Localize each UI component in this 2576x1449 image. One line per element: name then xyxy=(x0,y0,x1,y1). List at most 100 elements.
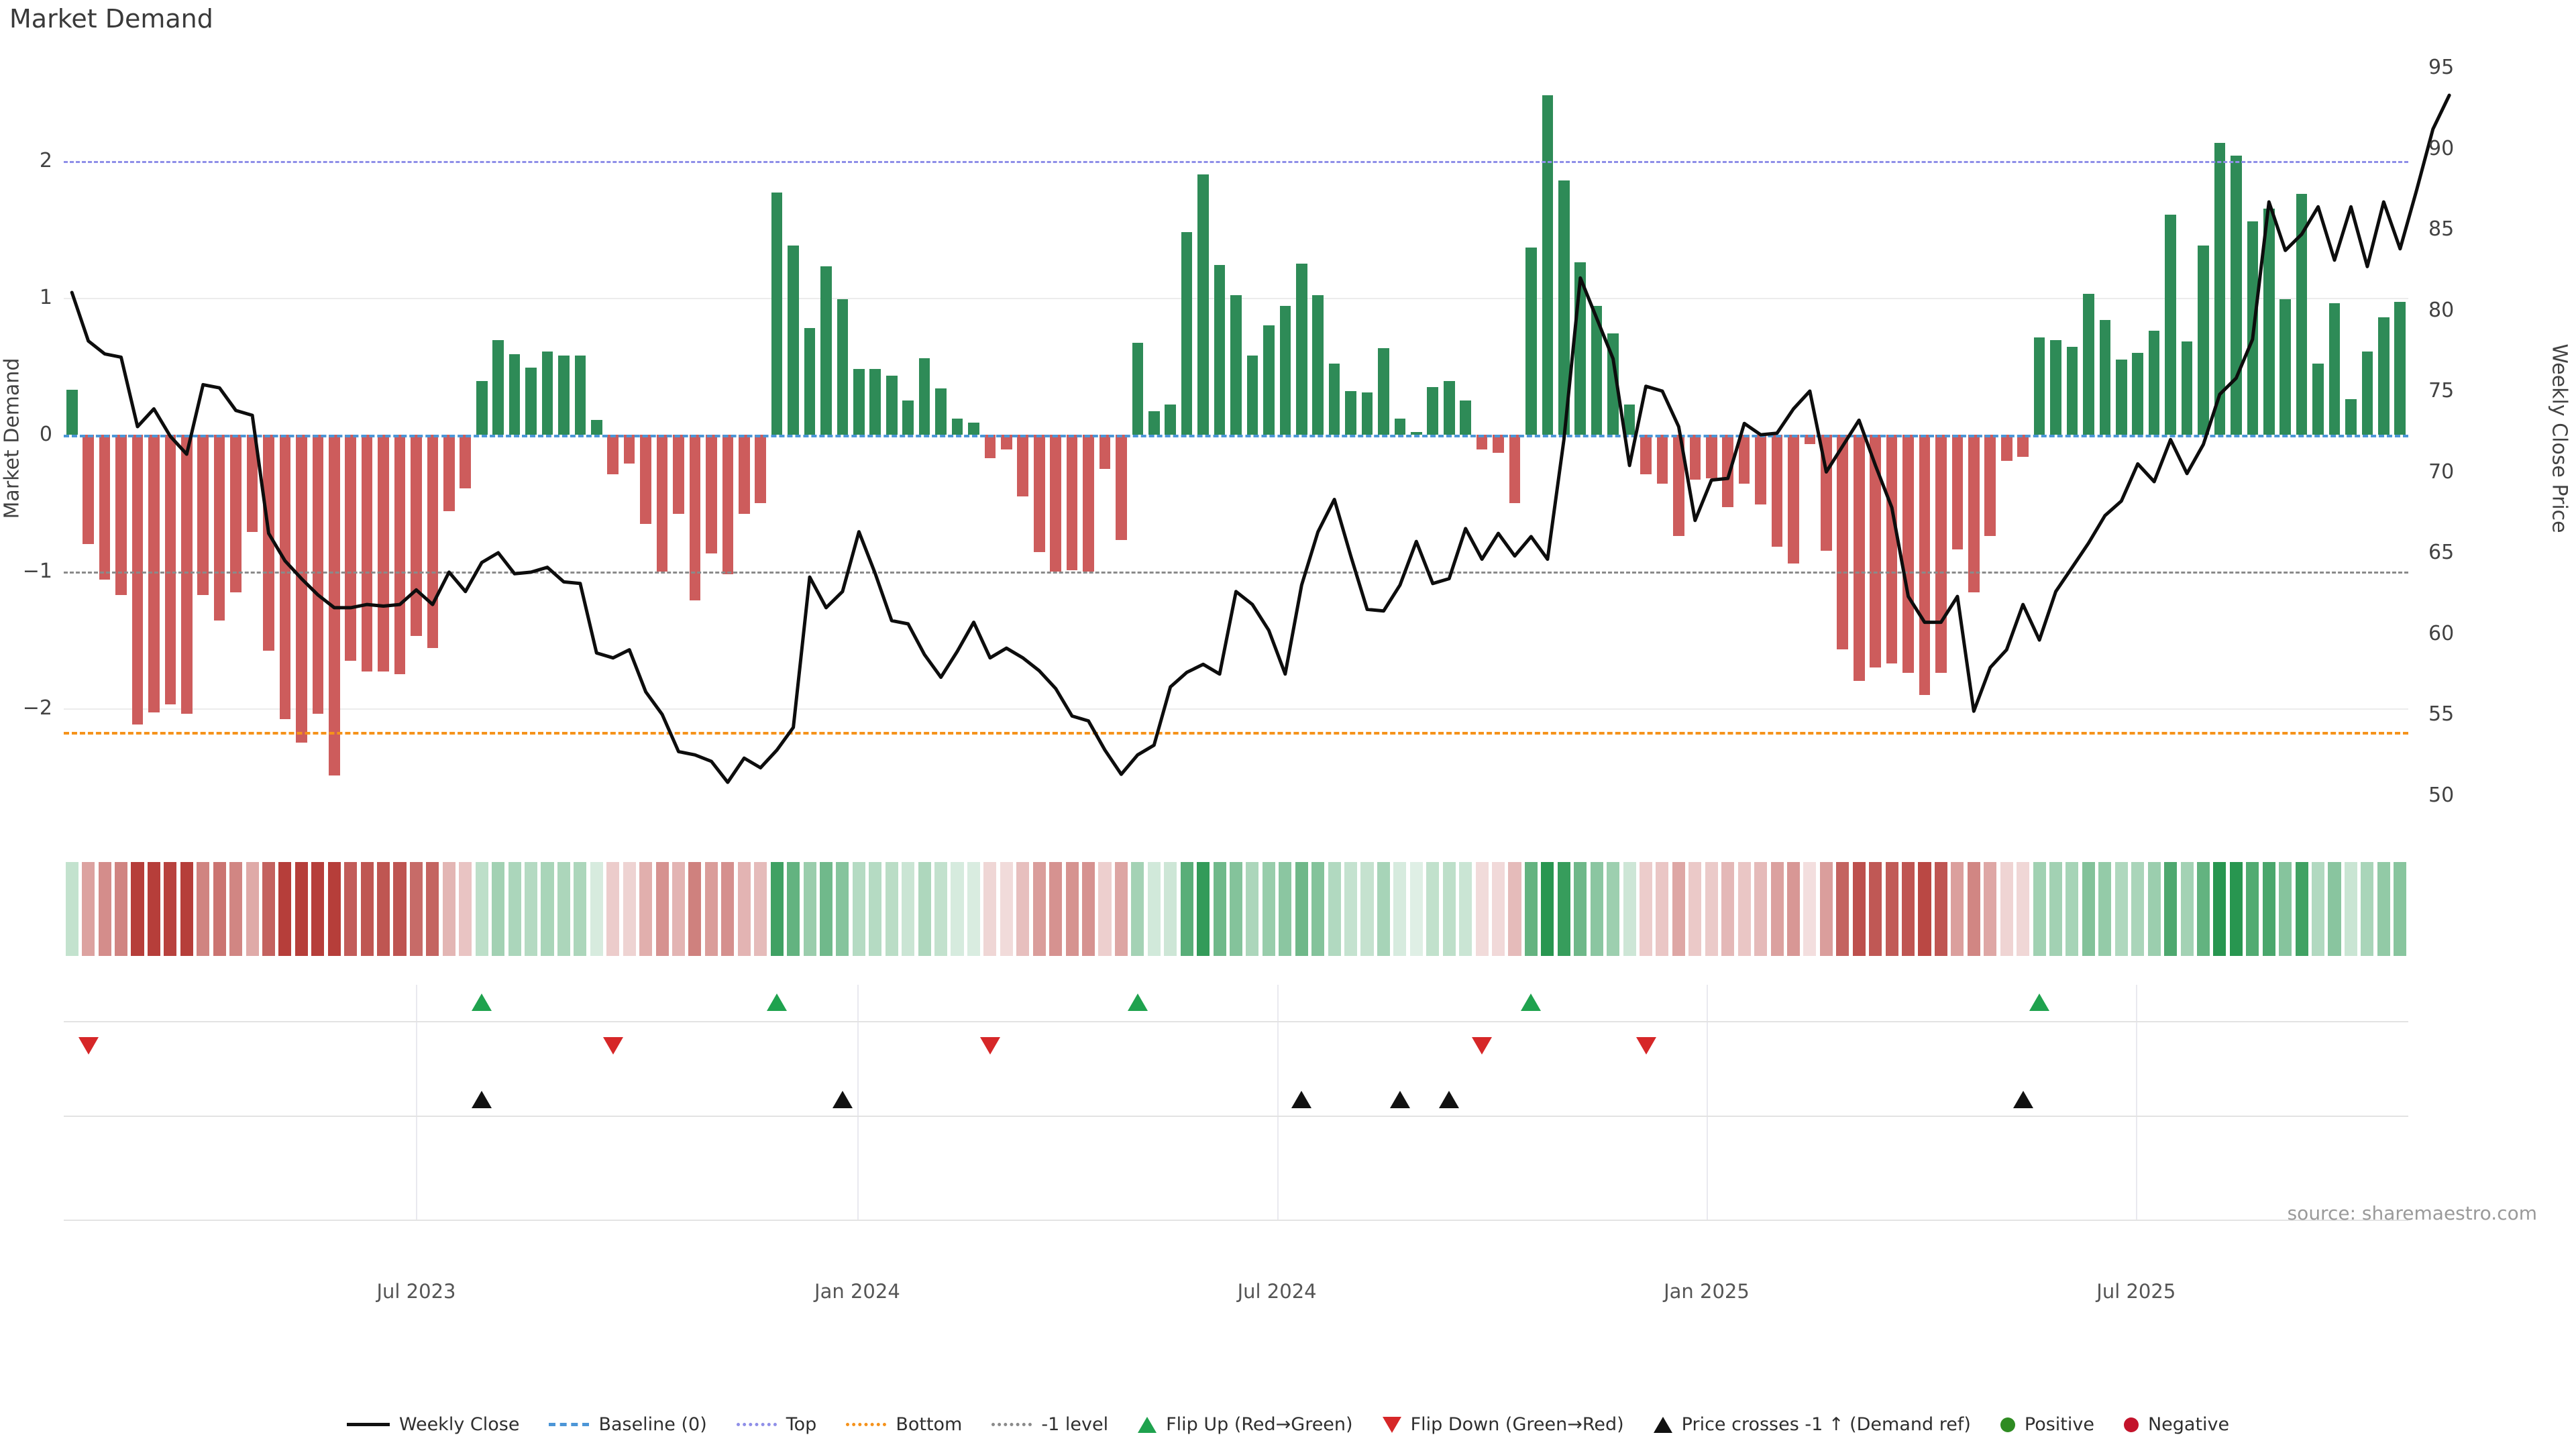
legend-item: Top xyxy=(736,1414,816,1435)
heatmap-cell xyxy=(2279,862,2292,956)
heatmap-cell xyxy=(294,862,308,956)
demand-bar-positive xyxy=(2083,293,2094,435)
heatmap-cell xyxy=(1246,862,1259,956)
heatmap-cell xyxy=(426,862,439,956)
right-axis-tick: 60 xyxy=(2428,621,2455,645)
heatmap-cell xyxy=(1754,862,1768,956)
price-cross-marker xyxy=(832,1091,853,1108)
heatmap-cell xyxy=(1049,862,1063,956)
heatmap-cell xyxy=(2246,862,2259,956)
heatmap-cell xyxy=(1951,862,1964,956)
heatmap-cell xyxy=(1492,862,1505,956)
heatmap-cell xyxy=(164,862,177,956)
heatmap-cell xyxy=(2312,862,2325,956)
demand-bar-negative xyxy=(722,435,734,575)
heatmap-cell xyxy=(1459,862,1472,956)
heatmap-cell xyxy=(1131,862,1144,956)
demand-bar-positive xyxy=(2345,398,2357,435)
demand-bar-positive xyxy=(2148,330,2160,435)
left-axis-tick: 0 xyxy=(39,423,52,446)
heatmap-cell xyxy=(574,862,587,956)
panel-divider xyxy=(64,1116,2408,1117)
demand-bar-positive xyxy=(1246,355,1258,435)
demand-bar-positive xyxy=(1214,265,1226,435)
heatmap-cell xyxy=(2213,862,2226,956)
demand-bar-negative xyxy=(1116,435,1127,541)
heatmap-cell xyxy=(1607,862,1620,956)
heatmap-cell xyxy=(1032,862,1046,956)
x-axis-label: Jul 2025 xyxy=(2096,1280,2176,1303)
month-gridline xyxy=(857,985,859,1220)
demand-bar-negative xyxy=(83,435,94,545)
demand-bar-positive xyxy=(2132,352,2144,435)
heatmap-cell xyxy=(2328,862,2341,956)
month-gridline xyxy=(1706,985,1708,1220)
demand-bar-negative xyxy=(361,435,373,672)
right-axis-tick: 50 xyxy=(2428,783,2455,807)
demand-bar-negative xyxy=(1755,435,1766,505)
panel-divider xyxy=(64,1220,2408,1221)
demand-bar-positive xyxy=(1558,180,1570,435)
demand-bar-negative xyxy=(148,435,160,713)
heatmap-cell xyxy=(885,862,898,956)
demand-bar-positive xyxy=(591,419,602,435)
demand-bar-positive xyxy=(1591,306,1603,435)
heatmap-cell xyxy=(1360,862,1374,956)
heatmap-cell xyxy=(2164,862,2178,956)
heatmap-cell xyxy=(1688,862,1702,956)
demand-bar-positive xyxy=(508,354,521,435)
heatmap-cell xyxy=(852,862,865,956)
demand-bar-negative xyxy=(1853,435,1865,682)
heatmap-cell xyxy=(1344,862,1358,956)
heatmap-cell xyxy=(492,862,505,956)
heatmap-cell xyxy=(2180,862,2194,956)
heatmap-cell xyxy=(344,862,358,956)
demand-bar-positive xyxy=(476,381,488,435)
demand-bar-negative xyxy=(263,435,274,651)
dotted-line-icon xyxy=(991,1423,1032,1426)
heatmap-cell xyxy=(1098,862,1112,956)
demand-bar-negative xyxy=(1902,435,1914,673)
legend: Weekly Close Baseline (0) Top Bottom -1 leve… xyxy=(0,1414,2576,1435)
heatmap-cell xyxy=(1885,862,1898,956)
demand-bar-negative xyxy=(394,435,406,674)
circle-icon xyxy=(2123,1417,2139,1432)
heatmap-cell xyxy=(525,862,538,956)
heatmap-cell xyxy=(1279,862,1292,956)
legend-item: Price crosses -1 ↑ (Demand ref) xyxy=(1653,1414,1971,1435)
right-axis-tick: 75 xyxy=(2428,379,2455,402)
legend-item: Bottom xyxy=(846,1414,962,1435)
heatmap-cell xyxy=(1967,862,1980,956)
heatmap-cell xyxy=(229,862,243,956)
demand-bar-positive xyxy=(1542,95,1554,435)
heatmap-cell xyxy=(82,862,95,956)
demand-bar-negative xyxy=(164,435,176,704)
demand-bar-negative xyxy=(623,435,635,464)
x-axis-label: Jul 2024 xyxy=(1237,1280,1317,1303)
demand-bar-negative xyxy=(1968,435,1980,592)
heatmap-cell xyxy=(557,862,570,956)
main-chart xyxy=(64,50,2451,828)
heatmap-cell xyxy=(902,862,915,956)
heatmap-cell xyxy=(262,862,276,956)
heatmap-cell xyxy=(704,862,718,956)
price-cross-marker xyxy=(1389,1091,1410,1108)
demand-bar-negative xyxy=(1509,435,1521,503)
heatmap-cell xyxy=(1065,862,1079,956)
price-cross-marker xyxy=(2012,1091,2033,1108)
demand-bar-positive xyxy=(837,299,849,435)
demand-bar-negative xyxy=(345,435,356,661)
demand-bar-negative xyxy=(246,435,258,532)
heatmap-cell xyxy=(197,862,210,956)
heatmap-cell xyxy=(1147,862,1161,956)
demand-bar-negative xyxy=(689,435,701,600)
demand-bar-positive xyxy=(1312,294,1324,435)
price-cross-marker xyxy=(1439,1091,1460,1108)
heatmap-cell xyxy=(737,862,751,956)
demand-bar-positive xyxy=(1361,392,1373,435)
flip-up-marker xyxy=(1127,994,1148,1011)
month-gridline xyxy=(416,985,418,1220)
demand-bar-negative xyxy=(1788,435,1799,564)
demand-bar-positive xyxy=(853,369,865,435)
right-axis-tick: 95 xyxy=(2428,56,2455,79)
